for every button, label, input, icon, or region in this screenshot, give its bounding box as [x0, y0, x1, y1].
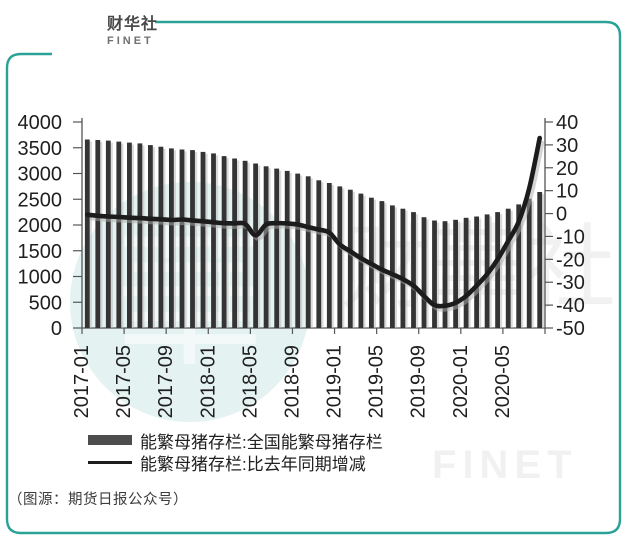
legend-label-inventory: 能繁母猪存栏:全国能繁母猪存栏: [140, 432, 383, 452]
svg-text:40: 40: [556, 112, 578, 134]
svg-text:-30: -30: [556, 272, 585, 294]
svg-text:1500: 1500: [18, 241, 63, 263]
svg-text:2018-09: 2018-09: [281, 345, 303, 418]
svg-text:2019-01: 2019-01: [324, 345, 346, 418]
svg-text:1000: 1000: [18, 267, 63, 289]
legend-label-yoy: 能繁母猪存栏:比去年同期增减: [140, 454, 366, 474]
svg-text:2000: 2000: [18, 215, 63, 237]
chart-legend: 能繁母猪存栏:全国能繁母猪存栏 能繁母猪存栏:比去年同期增减: [88, 429, 383, 474]
svg-text:2017-05: 2017-05: [113, 345, 135, 418]
svg-text:4000: 4000: [18, 112, 63, 134]
svg-text:2019-09: 2019-09: [408, 345, 430, 418]
bars-series: [84, 139, 543, 328]
page-frame: [5, 20, 622, 535]
svg-text:2018-01: 2018-01: [197, 345, 219, 418]
svg-text:2020-05: 2020-05: [492, 345, 514, 418]
legend-line-swatch: [88, 460, 132, 464]
svg-text:500: 500: [29, 292, 62, 314]
svg-text:20: 20: [556, 158, 578, 180]
svg-text:0: 0: [51, 318, 62, 340]
svg-text:2017-09: 2017-09: [155, 345, 177, 418]
svg-text:2018-05: 2018-05: [239, 345, 261, 418]
yoy-line: [85, 135, 542, 309]
svg-text:0: 0: [556, 204, 567, 226]
svg-text:2019-05: 2019-05: [366, 345, 388, 418]
source-caption: （图源：期货日报公众号）: [8, 492, 188, 508]
svg-text:30: 30: [556, 135, 578, 157]
x-axis: 2017-01 2017-05 2017-09 2018-01 2018-05 2018-…: [71, 328, 546, 418]
svg-text:-50: -50: [556, 318, 585, 340]
left-axis: 0 500 1000 1500 2000 2500 3000 3500 4000: [18, 112, 82, 340]
legend-bar-swatch: [88, 435, 132, 445]
svg-text:2500: 2500: [18, 189, 63, 211]
brand-name-cn: 财华社: [107, 16, 159, 33]
brand-name-en: FINET: [107, 35, 154, 47]
svg-text:-20: -20: [556, 249, 585, 271]
svg-text:3500: 3500: [18, 138, 63, 160]
svg-text:3000: 3000: [18, 164, 63, 186]
svg-text:-40: -40: [556, 295, 585, 317]
logo-glyph: 華: [60, 11, 89, 42]
finet-logo-icon: 華: [50, 2, 100, 52]
svg-text:2020-01: 2020-01: [450, 345, 472, 418]
svg-text:10: 10: [556, 181, 578, 203]
legend-item-inventory: 能繁母猪存栏:全国能繁母猪存栏: [88, 429, 383, 452]
legend-item-yoy: 能繁母猪存栏:比去年同期增减: [88, 451, 383, 474]
svg-text:FINET: FINET: [432, 443, 578, 487]
svg-text:2017-01: 2017-01: [71, 345, 93, 418]
yoy-line-shadow: [89, 140, 545, 312]
svg-text:-10: -10: [556, 226, 585, 248]
brand-names: 财华社 FINET: [107, 10, 158, 47]
